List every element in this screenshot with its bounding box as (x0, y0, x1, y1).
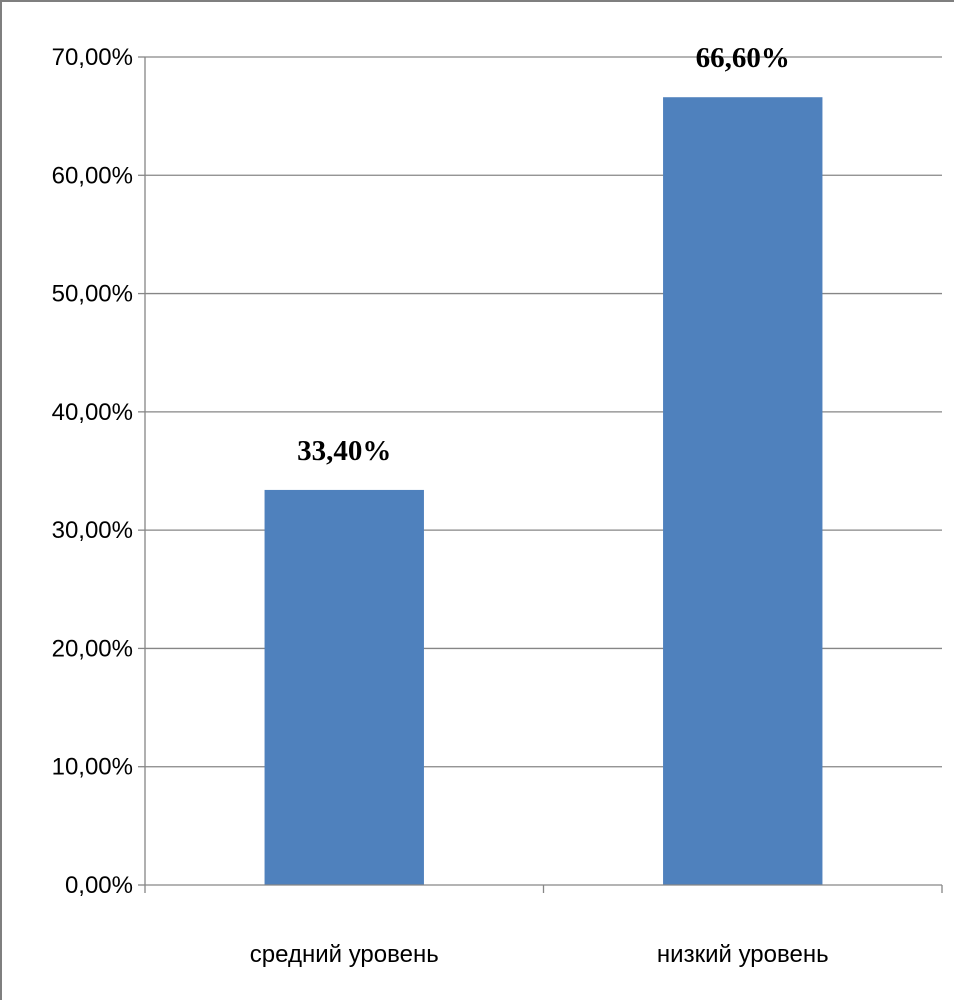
y-tick-label: 70,00% (52, 44, 133, 71)
y-tick-label: 10,00% (52, 754, 133, 781)
y-tick-label: 30,00% (52, 517, 133, 544)
y-tick-label: 60,00% (52, 162, 133, 189)
y-tick-label: 0,00% (65, 872, 133, 899)
y-tick-label: 40,00% (52, 399, 133, 426)
bar (663, 97, 823, 885)
y-tick-label: 50,00% (52, 281, 133, 308)
data-label: 33,40% (297, 435, 391, 467)
category-label: низкий уровень (657, 941, 829, 968)
bars (264, 97, 823, 885)
y-tick-label: 20,00% (52, 635, 133, 662)
category-label: средний уровень (250, 941, 439, 968)
bar (264, 489, 424, 885)
data-label: 66,60% (696, 42, 790, 74)
axes (138, 56, 943, 893)
labels: 0,00% 10,00% 20,00% 30,00% 40,00% 50,00% 60,00… (52, 42, 829, 968)
